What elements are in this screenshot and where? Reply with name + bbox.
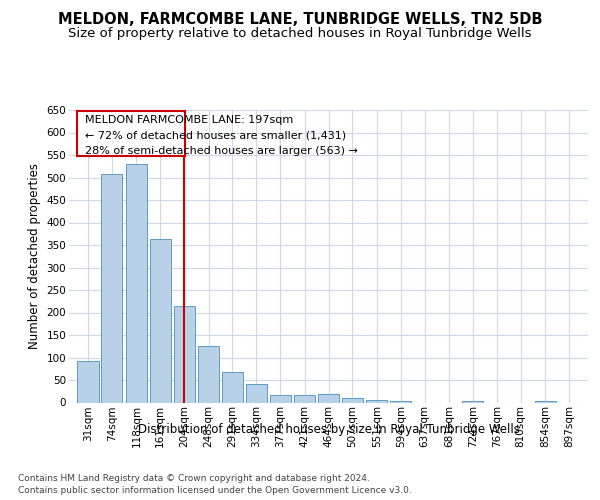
- Text: Contains HM Land Registry data © Crown copyright and database right 2024.: Contains HM Land Registry data © Crown c…: [18, 474, 370, 483]
- Bar: [222, 372, 243, 402]
- Y-axis label: Number of detached properties: Number of detached properties: [28, 163, 41, 349]
- Text: 28% of semi-detached houses are larger (563) →: 28% of semi-detached houses are larger (…: [85, 146, 358, 156]
- Bar: [126, 164, 147, 402]
- Bar: [269, 395, 291, 402]
- Text: Distribution of detached houses by size in Royal Tunbridge Wells: Distribution of detached houses by size …: [138, 422, 520, 436]
- Bar: [318, 394, 339, 402]
- Bar: [463, 401, 484, 402]
- Bar: [149, 239, 171, 402]
- Bar: [173, 306, 194, 402]
- Bar: [246, 384, 267, 402]
- Bar: [535, 400, 556, 402]
- Bar: [198, 346, 219, 403]
- Bar: [366, 400, 388, 402]
- Bar: [294, 395, 315, 402]
- Bar: [101, 174, 122, 402]
- Text: MELDON, FARMCOMBE LANE, TUNBRIDGE WELLS, TN2 5DB: MELDON, FARMCOMBE LANE, TUNBRIDGE WELLS,…: [58, 12, 542, 28]
- Bar: [342, 398, 363, 402]
- Text: ← 72% of detached houses are smaller (1,431): ← 72% of detached houses are smaller (1,…: [85, 131, 346, 141]
- Text: Size of property relative to detached houses in Royal Tunbridge Wells: Size of property relative to detached ho…: [68, 28, 532, 40]
- Bar: [390, 401, 411, 402]
- Bar: [77, 360, 98, 403]
- Text: MELDON FARMCOMBE LANE: 197sqm: MELDON FARMCOMBE LANE: 197sqm: [85, 115, 293, 125]
- Text: Contains public sector information licensed under the Open Government Licence v3: Contains public sector information licen…: [18, 486, 412, 495]
